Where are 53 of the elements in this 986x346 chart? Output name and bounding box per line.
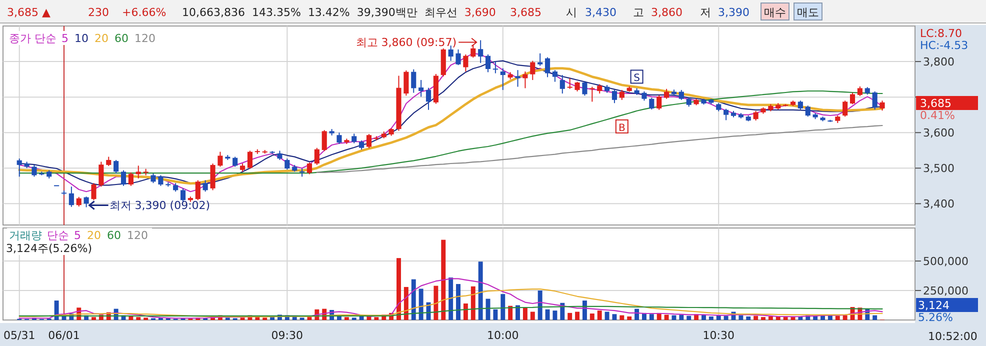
text: 3,430 (585, 6, 616, 19)
text: 고 (633, 6, 644, 19)
annotation: 3,124주(5.26%) (6, 242, 92, 255)
text: 3,390 (718, 6, 750, 19)
y-tick-label: 250,000 (923, 284, 968, 298)
text: 60 (114, 32, 128, 45)
text: 10,663,836 (182, 6, 245, 19)
text: 3,685 ▲ (7, 6, 51, 19)
text: 3,124 (918, 299, 950, 312)
text: 3,685 (510, 6, 542, 19)
text: 120 (134, 32, 156, 45)
text: 저 (700, 6, 711, 19)
text: 10 (74, 32, 88, 45)
text: 매수 (764, 6, 786, 19)
text: 최우선 (424, 6, 458, 19)
text: 20 (94, 32, 108, 45)
y-tick-label: 3,600 (923, 126, 954, 140)
y-tick-label: 3,400 (923, 198, 954, 211)
text: 5.26% (918, 311, 953, 324)
text: 매도 (797, 6, 819, 19)
annotation: 최고 3,860 (09:57) (356, 36, 457, 50)
text: 3,860 (651, 6, 682, 19)
x-tick-label: 09:30 (271, 329, 304, 342)
text: 20 (87, 229, 101, 242)
text: 10:52:00 (928, 330, 978, 343)
text: 0.41% (920, 109, 955, 122)
y-tick-label: 3,500 (923, 162, 954, 176)
text: 143.35% (252, 6, 301, 19)
text: 39,390백만 (356, 6, 418, 19)
x-tick-label: 10:00 (487, 329, 519, 342)
x-tick-label: 06/01 (48, 329, 80, 342)
text: 3,690 (464, 6, 496, 19)
chart-title: 거래량 (9, 229, 42, 242)
text: 230 (88, 6, 109, 19)
text: 5 (74, 229, 81, 242)
annotation: S (634, 73, 640, 84)
text: +6.66% (122, 6, 166, 19)
x-tick-label: 10:30 (702, 329, 734, 342)
annotation: 최저 3,390 (09:02) (109, 199, 210, 212)
text: 시 (566, 6, 577, 19)
legend-title: 단순 (47, 229, 69, 242)
legend-title: 종가 단순 (9, 32, 56, 45)
text: 3,685 (920, 97, 952, 110)
x-tick-label: 05/31 (4, 329, 36, 342)
text: 13.42% (308, 6, 350, 19)
text: 5 (62, 32, 68, 45)
annotation: B (618, 122, 626, 134)
y-tick-label: 500,000 (923, 255, 968, 268)
legend-label: 120 (127, 229, 148, 242)
y-tick-label: 3,800 (923, 56, 954, 69)
text: LC:8.70 (920, 27, 962, 40)
text: HC:-4.53 (920, 39, 968, 52)
text: 60 (107, 229, 121, 242)
